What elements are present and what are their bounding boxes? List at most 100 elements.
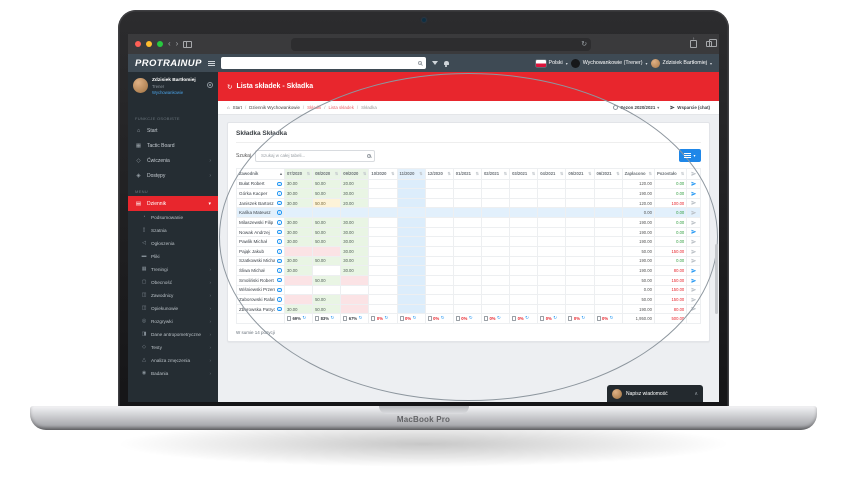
trainings-icon: ▦ bbox=[141, 267, 147, 272]
gear-icon bbox=[613, 105, 619, 110]
main-area: ↻ Lista składek - Składka ⌂ Start / Dzienn… bbox=[218, 72, 719, 402]
sidebar-item-treningi[interactable]: ▦ Treningi › bbox=[128, 263, 218, 276]
sidebar-item-label: Dziennik bbox=[147, 200, 167, 207]
chevron-down-icon: ▾ bbox=[565, 60, 568, 66]
global-search-input[interactable] bbox=[224, 59, 415, 67]
sidebar-item-opiekunowie[interactable]: ◫ Opiekunowie › bbox=[128, 302, 218, 315]
sidebar-item-rozgrywki[interactable]: ◎ Rozgrywki › bbox=[128, 315, 218, 328]
chevron-right-icon: › bbox=[209, 345, 212, 350]
laptop-bezel: ‹ › ↻ PROTRAINUP bbox=[118, 10, 729, 408]
sidebar-journal-submenu: ◔ Podsumowanie ▯ Szatnia ◁ Ogłoszenia ▬ Pliki ▦ T… bbox=[128, 211, 218, 380]
breadcrumb-item[interactable]: Dziennik Wychowankowie bbox=[249, 105, 300, 110]
sidebar-item-pliki[interactable]: ▬ Pliki bbox=[128, 250, 218, 263]
address-bar[interactable]: ↻ bbox=[291, 37, 592, 51]
share-icon[interactable] bbox=[690, 40, 697, 48]
user-card: Zdzisiek Bartłomiej Trener Wychowankowie bbox=[128, 72, 218, 110]
sidebar-item-testy[interactable]: ◇ Testy › bbox=[128, 341, 218, 354]
competitions-icon: ◎ bbox=[141, 319, 147, 324]
gear-icon[interactable] bbox=[207, 82, 213, 88]
menu-toggle-icon[interactable] bbox=[207, 60, 215, 66]
fatigue-icon: △ bbox=[142, 358, 146, 363]
breadcrumb-item[interactable]: Start bbox=[232, 105, 242, 110]
chevron-down-icon: ▾ bbox=[657, 105, 660, 110]
poland-flag-icon bbox=[535, 59, 546, 67]
sidebar-personal-list: ⌂ Start ▦ Tactic Board ◇ Ćwiczenia › ◈ Dostępy › bbox=[128, 123, 218, 183]
chat-label: Napisz wiadomość bbox=[626, 390, 668, 397]
search-icon bbox=[417, 61, 422, 65]
sidebar-item-label: Dane antropometryczne bbox=[151, 332, 202, 337]
chevron-right-icon: › bbox=[209, 371, 212, 376]
players-icon: ◫ bbox=[141, 293, 147, 298]
sidebar-item-label: Badania bbox=[151, 371, 169, 376]
anthropometric-icon: ◨ bbox=[141, 332, 147, 337]
sidebar-item-obecno[interactable]: ▢ Obecność › bbox=[128, 276, 218, 289]
sidebar-team-link[interactable]: Wychowankowie bbox=[152, 89, 184, 95]
filter-icon[interactable] bbox=[431, 61, 438, 65]
device-label: MacBook Pro bbox=[396, 415, 451, 424]
sidebar-item-dane-antropometryczne[interactable]: ◨ Dane antropometryczne › bbox=[128, 328, 218, 341]
language-selector[interactable]: Polski bbox=[548, 60, 563, 66]
sidebar: Zdzisiek Bartłomiej Trener Wychowankowie… bbox=[128, 72, 218, 402]
breadcrumb-bar: ⌂ Start / Dziennik Wychowankowie / Składki / L… bbox=[218, 101, 719, 115]
sidebar-item-og-oszenia[interactable]: ◁ Ogłoszenia bbox=[128, 237, 218, 250]
sidebar-item-dost-py[interactable]: ◈ Dostępy › bbox=[128, 168, 218, 183]
chevron-right-icon: › bbox=[209, 172, 211, 179]
sidebar-avatar bbox=[133, 78, 148, 93]
sidebar-section-label: FUNKCJE OSOBISTE bbox=[135, 116, 180, 121]
season-selector[interactable]: Sezon 2020/2021 ▾ bbox=[613, 105, 659, 110]
sidebar-item-label: Ogłoszenia bbox=[151, 241, 175, 246]
refresh-icon: ↻ bbox=[227, 83, 233, 91]
chevron-up-icon: ∧ bbox=[694, 390, 698, 397]
sidebar-item-start[interactable]: ⌂ Start bbox=[128, 123, 218, 138]
sidebar-user-role: Trener bbox=[152, 84, 165, 89]
browser-toolbar: ‹ › ↻ bbox=[128, 34, 719, 54]
support-chat-link[interactable]: Wsparcie (chat) bbox=[670, 105, 710, 110]
chat-widget[interactable]: Napisz wiadomość ∧ bbox=[607, 385, 703, 402]
sidebar-item-wiczenia[interactable]: ◇ Ćwiczenia › bbox=[128, 153, 218, 168]
context-selector[interactable]: Wychowankowie (Trener) bbox=[582, 60, 643, 66]
sidebar-item-szatnia[interactable]: ▯ Szatnia bbox=[128, 224, 218, 237]
team-avatar bbox=[570, 58, 580, 68]
page-title: Lista składek - Składka bbox=[236, 83, 314, 90]
sidebar-item-analiza-zm-czenia[interactable]: △ Analiza zmęczenia › bbox=[128, 354, 218, 367]
chevron-right-icon: › bbox=[209, 280, 212, 285]
zoom-window-button[interactable] bbox=[157, 41, 163, 47]
list-icon bbox=[684, 153, 692, 158]
close-window-button[interactable] bbox=[135, 41, 141, 47]
sidebar-toggle-icon[interactable] bbox=[183, 40, 193, 48]
chat-avatar bbox=[612, 388, 622, 399]
tabs-overview-icon[interactable] bbox=[706, 39, 717, 47]
sidebar-item-label: Rozgrywki bbox=[151, 319, 173, 324]
notifications-bell-icon[interactable] bbox=[443, 60, 449, 67]
sidebar-item-badania[interactable]: ◉ Badania › bbox=[128, 367, 218, 380]
chevron-right-icon: › bbox=[209, 293, 212, 298]
back-button[interactable]: ‹ bbox=[168, 39, 171, 48]
access-icon: ◈ bbox=[136, 172, 141, 179]
app-logo[interactable]: PROTRAINUP bbox=[135, 57, 202, 69]
sidebar-section-label: MENU bbox=[135, 189, 148, 194]
global-search[interactable] bbox=[220, 57, 426, 69]
minimize-window-button[interactable] bbox=[146, 41, 152, 47]
sidebar-item-label: Pliki bbox=[151, 254, 160, 259]
reload-icon[interactable]: ↻ bbox=[581, 40, 588, 48]
chevron-right-icon: › bbox=[209, 358, 212, 363]
chevron-down-icon: ▾ bbox=[709, 60, 712, 66]
forward-button[interactable]: › bbox=[175, 39, 179, 48]
scrollbar[interactable] bbox=[715, 244, 718, 314]
user-menu[interactable]: Zdzisiek Bartłomiej bbox=[662, 60, 707, 66]
home-icon[interactable]: ⌂ bbox=[227, 105, 230, 110]
sidebar-item-tactic-board[interactable]: ▦ Tactic Board bbox=[128, 138, 218, 153]
sidebar-item-zawodnicy[interactable]: ◫ Zawodnicy › bbox=[128, 289, 218, 302]
sidebar-item-podsumowanie[interactable]: ◔ Podsumowanie bbox=[128, 211, 218, 224]
breadcrumb-separator: / bbox=[244, 105, 247, 110]
chevron-right-icon: › bbox=[209, 306, 212, 311]
app-topbar: PROTRAINUP Polski ▾ Wychowankowie (Trene… bbox=[128, 54, 719, 72]
chevron-down-icon: ▾ bbox=[693, 153, 696, 158]
sidebar-item-label: Start bbox=[147, 127, 158, 134]
sidebar-user-name: Zdzisiek Bartłomiej bbox=[152, 78, 196, 83]
chevron-right-icon: › bbox=[209, 157, 211, 164]
files-icon: ▬ bbox=[141, 254, 147, 259]
sidebar-item-dziennik[interactable]: ▤ Dziennik ▾ bbox=[128, 196, 218, 211]
sidebar-item-label: Analiza zmęczenia bbox=[151, 358, 191, 363]
